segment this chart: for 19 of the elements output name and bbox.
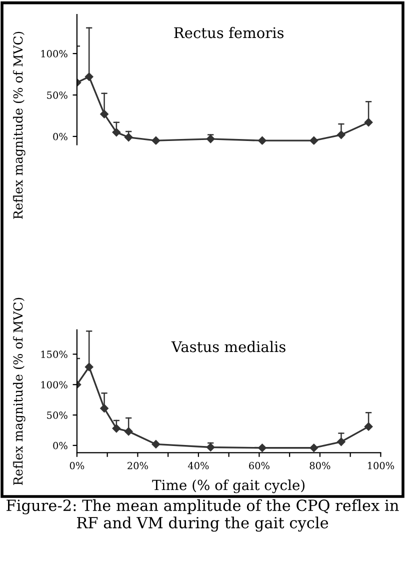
x-tick-label: 100% bbox=[368, 462, 394, 470]
y-tick-label: 0% bbox=[53, 132, 68, 140]
x-tick-label: 20% bbox=[128, 462, 148, 470]
y-tick-label: 100% bbox=[41, 381, 68, 388]
y-tick-label: 100% bbox=[41, 50, 68, 58]
x-tick-label: 60% bbox=[249, 462, 270, 470]
text: Figure-2: The mean amplitude of the CPQ reflex in RF and VM during the gait cycle bbox=[6, 499, 399, 532]
y-tick-label: 50% bbox=[47, 91, 68, 99]
y-tick-label: 50% bbox=[47, 411, 68, 419]
y-tick-label: 0% bbox=[53, 442, 68, 450]
annotation: Rectus femoris bbox=[174, 26, 284, 38]
y-tick-label: 150% bbox=[41, 350, 68, 358]
x-tick-label: 80% bbox=[310, 462, 330, 470]
y-axis-title: Reflex magnitude (% of MVC) bbox=[13, 32, 26, 219]
annotation: Vastus medialis bbox=[171, 340, 286, 352]
x-tick-label: 40% bbox=[188, 462, 209, 470]
x-axis-title: Time (% of gait cycle) bbox=[152, 479, 304, 494]
y-axis-title: Reflex magnitude (% of MVC) bbox=[13, 298, 26, 485]
x-tick-label: 0% bbox=[70, 462, 84, 470]
